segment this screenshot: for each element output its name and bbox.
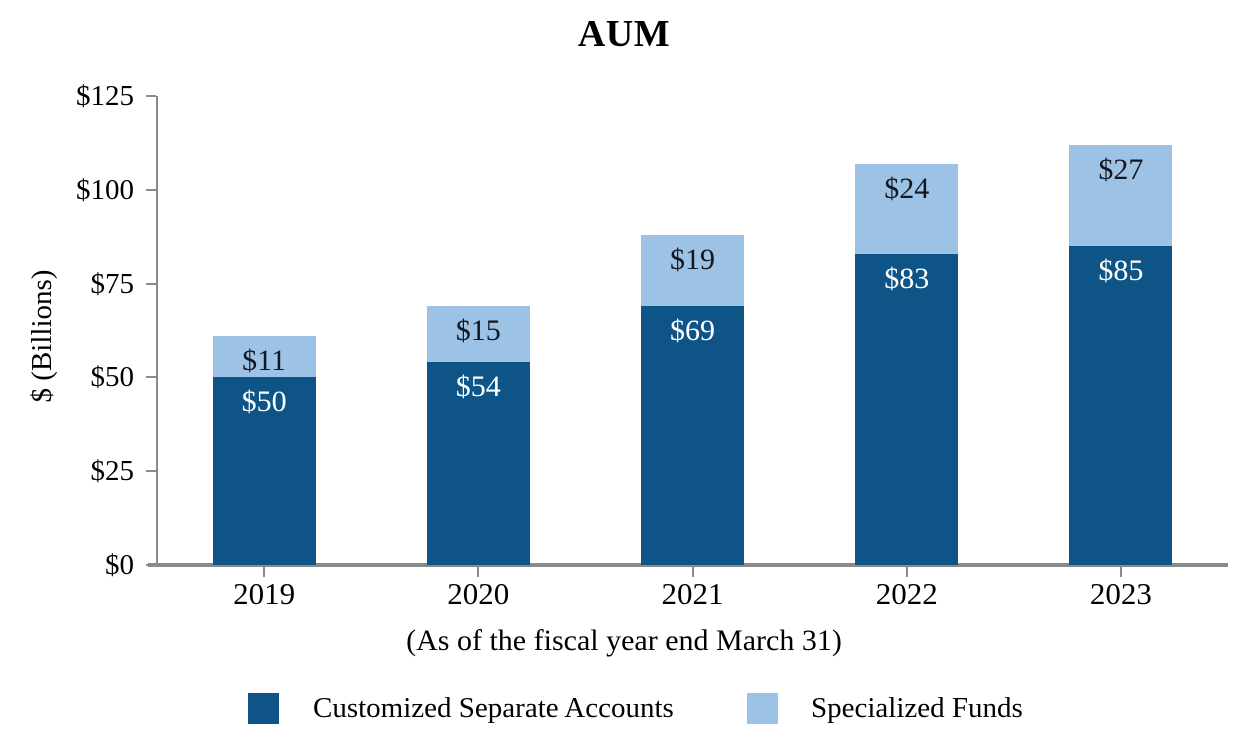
legend-label: Specialized Funds xyxy=(811,692,1023,724)
bar-segment-specialized-funds-2019: $11 xyxy=(212,336,316,378)
y-tick-mark xyxy=(146,470,156,473)
bar-data-label: $50 xyxy=(241,385,287,419)
bar-data-label: $83 xyxy=(884,261,930,295)
x-tick-label-2022: 2022 xyxy=(875,576,938,611)
x-tick-mark xyxy=(1119,567,1122,577)
y-tick-label: $125 xyxy=(76,80,134,112)
bar-segment-specialized-funds-2022: $24 xyxy=(855,163,959,254)
x-tick-label-2021: 2021 xyxy=(661,576,724,611)
legend-item-specialized-funds: Specialized Funds xyxy=(747,693,1023,724)
y-axis-title: $ (Billions) xyxy=(25,269,58,403)
legend-item-customized-separate-accounts: Customized Separate Accounts xyxy=(248,693,674,724)
bar-data-label: $85 xyxy=(1098,254,1144,288)
x-axis-caption: (As of the fiscal year end March 31) xyxy=(406,624,842,657)
bar-segment-specialized-funds-2023: $27 xyxy=(1069,144,1173,247)
bar-data-label: $15 xyxy=(455,314,501,348)
x-tick-label-2023: 2023 xyxy=(1089,576,1152,611)
bar-data-label: $54 xyxy=(455,370,501,404)
x-tick-mark xyxy=(691,567,694,577)
bar-segment-specialized-funds-2021: $19 xyxy=(641,234,744,307)
legend-swatch-customized-separate-accounts xyxy=(248,693,279,724)
y-tick-label: $0 xyxy=(105,549,134,581)
bar-data-label: $11 xyxy=(242,344,287,378)
y-axis-line xyxy=(156,96,158,565)
y-tick-label: $50 xyxy=(90,361,135,394)
legend-swatch-specialized-funds xyxy=(747,693,778,724)
bar-data-label: $69 xyxy=(670,314,715,348)
x-tick-mark xyxy=(905,567,908,577)
y-tick-label: $100 xyxy=(76,173,134,206)
y-tick-mark xyxy=(146,376,156,379)
x-tick-label-2019: 2019 xyxy=(233,576,296,611)
y-tick-mark xyxy=(146,564,156,566)
legend-label: Customized Separate Accounts xyxy=(313,692,674,724)
bar-segment-customized-separate-accounts-2019: $50 xyxy=(212,377,316,565)
x-tick-mark xyxy=(477,567,480,577)
bar-segment-specialized-funds-2020: $15 xyxy=(426,306,530,363)
x-tick-label-2020: 2020 xyxy=(447,576,510,611)
chart-title: AUM xyxy=(577,13,671,55)
y-tick-mark xyxy=(146,282,156,285)
bar-data-label: $19 xyxy=(670,242,715,276)
bar-data-label: $24 xyxy=(884,171,930,205)
bar-data-label: $27 xyxy=(1098,152,1144,186)
bar-segment-customized-separate-accounts-2022: $83 xyxy=(855,253,959,565)
bar-segment-customized-separate-accounts-2023: $85 xyxy=(1069,246,1173,565)
y-tick-mark xyxy=(146,95,156,97)
bar-segment-customized-separate-accounts-2020: $54 xyxy=(426,362,530,565)
y-tick-label: $75 xyxy=(90,267,135,300)
y-tick-label: $25 xyxy=(90,455,135,488)
y-tick-mark xyxy=(146,188,156,191)
x-tick-mark xyxy=(263,567,266,577)
bar-segment-customized-separate-accounts-2021: $69 xyxy=(641,306,744,565)
x-axis-line xyxy=(148,563,1228,567)
